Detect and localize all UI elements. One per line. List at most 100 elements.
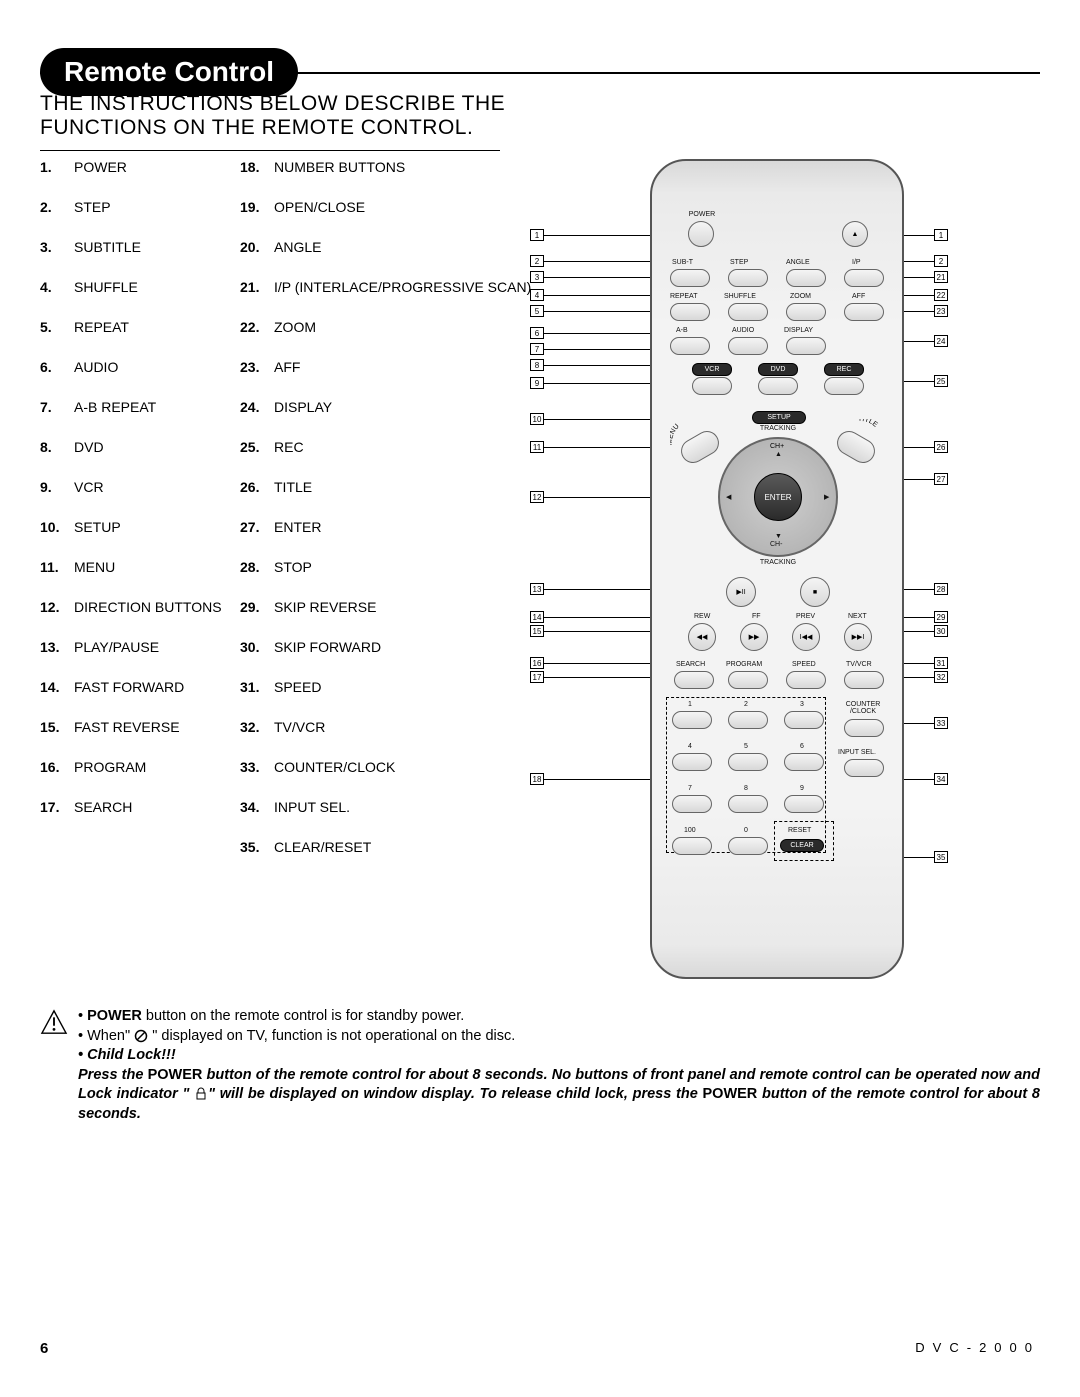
list-item: POWER <box>74 159 230 175</box>
play-pause-button: ▶II <box>726 577 756 607</box>
enter-button: ENTER <box>754 473 802 521</box>
program-button <box>728 671 768 689</box>
label-tvvcr: TV/VCR <box>846 661 872 668</box>
list-item: ANGLE <box>274 239 531 255</box>
num1-button <box>672 711 712 729</box>
remote-body: POWER ▲ SUB-T STEP ANGLE I/P REPEAT SHUF… <box>650 159 904 979</box>
label-n3: 3 <box>800 701 804 708</box>
num6-button <box>784 753 824 771</box>
inputsel-button <box>844 759 884 777</box>
list-item: SHUFFLE <box>74 279 230 295</box>
label-n2: 2 <box>744 701 748 708</box>
svg-text:TITLE: TITLE <box>858 419 879 429</box>
label-power: POWER <box>682 211 722 218</box>
list-num: 32. <box>240 719 268 735</box>
list-item: STOP <box>274 559 531 575</box>
function-lists: 1.POWER2.STEP3.SUBTITLE4.SHUFFLE5.REPEAT… <box>40 159 500 979</box>
rec-button <box>824 377 864 395</box>
label-n7: 7 <box>688 785 692 792</box>
label-audio: AUDIO <box>732 327 754 334</box>
stop-button: ■ <box>800 577 830 607</box>
num8-button <box>728 795 768 813</box>
list-item: SUBTITLE <box>74 239 230 255</box>
callout-7: 7 <box>530 343 544 355</box>
model-number: DVC-2000 <box>915 1340 1040 1357</box>
callout-14: 14 <box>530 611 544 623</box>
list-num: 29. <box>240 599 268 615</box>
callout-9: 9 <box>530 377 544 389</box>
list-num: 9. <box>40 479 68 495</box>
list-item: FAST REVERSE <box>74 719 230 735</box>
list-num: 12. <box>40 599 68 615</box>
list-num: 5. <box>40 319 68 335</box>
rew-button: ◀◀ <box>688 623 716 651</box>
label-search: SEARCH <box>676 661 705 668</box>
function-list-col1: 1.POWER2.STEP3.SUBTITLE4.SHUFFLE5.REPEAT… <box>40 159 230 979</box>
power-button <box>688 221 714 247</box>
label-subt: SUB-T <box>672 259 693 266</box>
callout-5: 5 <box>530 305 544 317</box>
list-item: DISPLAY <box>274 399 531 415</box>
dvd-button <box>758 377 798 395</box>
list-num: 22. <box>240 319 268 335</box>
clear-button: CLEAR <box>780 839 824 852</box>
page-number: 6 <box>40 1340 48 1357</box>
label-n5: 5 <box>744 743 748 750</box>
list-item: SETUP <box>74 519 230 535</box>
repeat-button <box>670 303 710 321</box>
callout-1: 1 <box>530 229 544 241</box>
list-num: 34. <box>240 799 268 815</box>
callout-4: 4 <box>530 289 544 301</box>
num2-button <box>728 711 768 729</box>
label-display: DISPLAY <box>784 327 813 334</box>
page-footer: 6 DVC-2000 <box>40 1340 1040 1357</box>
label-n9: 9 <box>800 785 804 792</box>
tvvcr-button <box>844 671 884 689</box>
callout-11: 11 <box>530 441 544 453</box>
callout-16: 16 <box>530 657 544 669</box>
subtitle-divider <box>40 150 500 151</box>
label-program: PROGRAM <box>726 661 762 668</box>
callout-17: 17 <box>530 671 544 683</box>
list-num: 30. <box>240 639 268 655</box>
eject-button: ▲ <box>842 221 868 247</box>
list-item: ENTER <box>274 519 531 535</box>
angle-button <box>786 269 826 287</box>
list-item: SPEED <box>274 679 531 695</box>
list-num: 33. <box>240 759 268 775</box>
label-reset: RESET <box>788 827 811 834</box>
label-n8: 8 <box>744 785 748 792</box>
label-aff: AFF <box>852 293 865 300</box>
label-next: NEXT <box>848 613 867 620</box>
callout-27: 27 <box>934 473 948 485</box>
list-item: STEP <box>74 199 230 215</box>
list-num: 17. <box>40 799 68 815</box>
callout-10: 10 <box>530 413 544 425</box>
list-item: SEARCH <box>74 799 230 815</box>
vcr-label: VCR <box>692 363 732 376</box>
zoom-button <box>786 303 826 321</box>
callout-8: 8 <box>530 359 544 371</box>
list-item: PLAY/PAUSE <box>74 639 230 655</box>
callout-32: 32 <box>934 671 948 683</box>
list-num: 4. <box>40 279 68 295</box>
search-button <box>674 671 714 689</box>
list-item: VCR <box>74 479 230 495</box>
remote-diagram: POWER ▲ SUB-T STEP ANGLE I/P REPEAT SHUF… <box>530 159 1030 979</box>
label-tracking-bottom: TRACKING <box>758 559 798 566</box>
rec-label: REC <box>824 363 864 376</box>
next-button: ▶▶I <box>844 623 872 651</box>
num0-button <box>728 837 768 855</box>
list-num: 7. <box>40 399 68 415</box>
list-item: SKIP REVERSE <box>274 599 531 615</box>
label-n6: 6 <box>800 743 804 750</box>
list-num: 6. <box>40 359 68 375</box>
list-num: 1. <box>40 159 68 175</box>
label-ip: I/P <box>852 259 861 266</box>
callout-18: 18 <box>530 773 544 785</box>
list-item: CLEAR/RESET <box>274 839 531 855</box>
subtitle-line2: FUNCTIONS ON THE REMOTE CONTROL. <box>40 116 473 139</box>
list-num: 18. <box>240 159 268 175</box>
list-item: AFF <box>274 359 531 375</box>
list-item: PROGRAM <box>74 759 230 775</box>
